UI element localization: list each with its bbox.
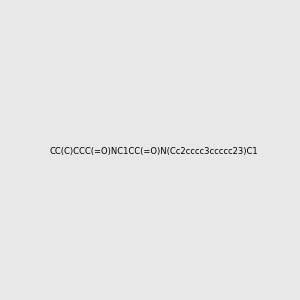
Text: CC(C)CCC(=O)NC1CC(=O)N(Cc2cccc3ccccc23)C1: CC(C)CCC(=O)NC1CC(=O)N(Cc2cccc3ccccc23)C… [50, 147, 258, 156]
